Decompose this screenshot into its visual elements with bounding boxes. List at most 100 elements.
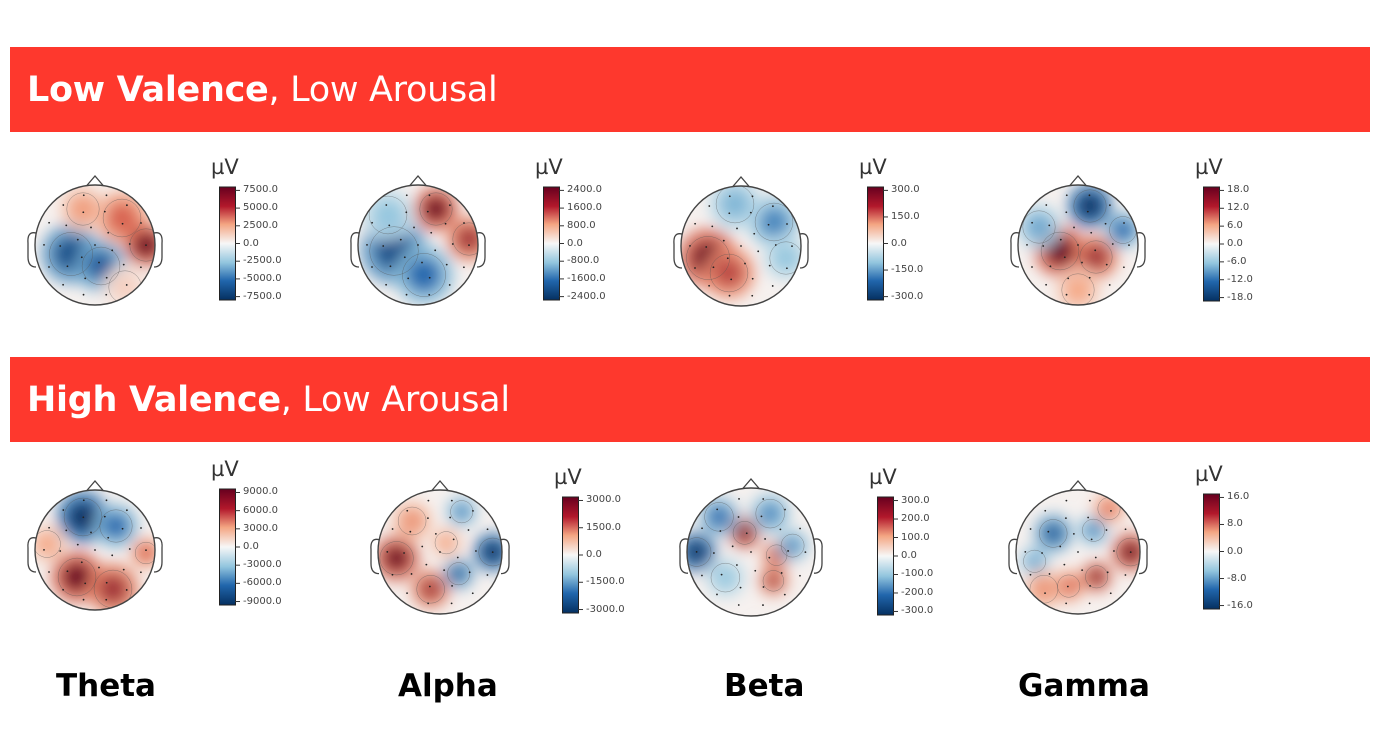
electrode-dot bbox=[1105, 263, 1108, 266]
electrode-dot bbox=[804, 551, 807, 554]
electrode-dot bbox=[1029, 528, 1032, 530]
activation-core bbox=[383, 545, 410, 572]
electrode-dot bbox=[427, 499, 430, 502]
colorbar-tick-label: -16.0 bbox=[1227, 599, 1253, 611]
electrode-dot bbox=[128, 243, 131, 245]
electrode-dot bbox=[475, 550, 477, 552]
activation-core bbox=[735, 523, 754, 542]
electrode-dot bbox=[760, 515, 763, 518]
electrode-dot bbox=[439, 551, 441, 553]
contour-line bbox=[478, 537, 502, 567]
contour-line bbox=[1079, 240, 1113, 274]
section-title-bold: High Valence bbox=[27, 379, 281, 420]
electrode-dot bbox=[65, 529, 68, 532]
electrode-dot bbox=[783, 593, 786, 596]
electrode-dot bbox=[1045, 204, 1048, 206]
right-ear bbox=[813, 538, 823, 574]
left-ear bbox=[1010, 232, 1020, 268]
band-label-gamma: Gamma bbox=[1018, 668, 1150, 704]
electrode-dot bbox=[140, 527, 142, 529]
activation-core bbox=[137, 544, 155, 562]
section-title-rest: , Low Arousal bbox=[280, 379, 510, 420]
electrode-dot bbox=[405, 211, 408, 214]
electrode-dot bbox=[449, 516, 452, 519]
section-title-bold: Low Valence bbox=[27, 69, 269, 110]
electrode-dot bbox=[121, 222, 124, 225]
contour-line bbox=[66, 192, 100, 226]
electrode-dot bbox=[771, 285, 774, 287]
colorbar-unit: µV bbox=[211, 457, 239, 481]
electrode-dot bbox=[139, 266, 142, 269]
contour-line bbox=[402, 253, 446, 297]
electrode-dot bbox=[1086, 210, 1089, 213]
electrode-dot bbox=[745, 532, 748, 535]
contour-line bbox=[1023, 549, 1047, 573]
contour-line bbox=[63, 497, 103, 537]
electrode-dot bbox=[731, 545, 734, 548]
right-ear bbox=[1136, 232, 1146, 268]
electrode-dot bbox=[1105, 529, 1108, 531]
electrode-dot bbox=[125, 204, 128, 207]
electrode-dot bbox=[728, 294, 731, 297]
electrode-dot bbox=[62, 204, 65, 206]
electrode-dot bbox=[107, 536, 110, 539]
electrode-dot bbox=[711, 225, 714, 228]
contour-line bbox=[704, 502, 734, 532]
electrode-dot bbox=[785, 267, 788, 270]
electrode-dot bbox=[428, 194, 431, 197]
colorbar-tick-label: -100.0 bbox=[901, 568, 934, 580]
band-label-alpha: Alpha bbox=[398, 668, 498, 704]
electrode-dot bbox=[1048, 224, 1051, 227]
colorbar-tick-label: -1600.0 bbox=[567, 272, 606, 284]
electrode-dot bbox=[468, 244, 470, 247]
electrode-dot bbox=[128, 548, 131, 550]
electrode-dot bbox=[1110, 509, 1112, 512]
electrode-dot bbox=[1029, 573, 1032, 576]
contour-line bbox=[1022, 210, 1056, 244]
electrode-dot bbox=[1042, 245, 1045, 247]
contour-line bbox=[755, 498, 785, 529]
electrode-dot bbox=[98, 261, 100, 264]
activation-core bbox=[107, 203, 137, 233]
electrode-dot bbox=[1063, 256, 1066, 259]
contour-line bbox=[49, 232, 93, 276]
electrode-dot bbox=[48, 221, 51, 224]
electrode-dot bbox=[736, 564, 738, 566]
electrode-dot bbox=[413, 226, 415, 229]
nose bbox=[731, 176, 751, 188]
electrode-dot bbox=[716, 593, 718, 596]
electrode-dot bbox=[451, 584, 453, 587]
contour-line bbox=[369, 226, 419, 276]
activation-core bbox=[1083, 244, 1109, 270]
contour-line bbox=[99, 509, 133, 543]
electrode-dot bbox=[450, 602, 453, 605]
activation-core bbox=[1026, 214, 1052, 240]
colorbar-tick-label: -6.0 bbox=[1227, 255, 1247, 267]
electrode-dot bbox=[456, 556, 459, 559]
contour-line bbox=[419, 192, 453, 226]
electrode-dot bbox=[43, 243, 45, 246]
electrode-dot bbox=[728, 195, 731, 198]
colorbar-tick-label: 0.0 bbox=[901, 550, 917, 561]
right-ear bbox=[500, 538, 510, 575]
electrode-dot bbox=[82, 293, 85, 296]
electrode-dot bbox=[730, 278, 733, 281]
activation-core bbox=[707, 505, 731, 528]
electrode-dot bbox=[434, 532, 437, 535]
electrode-dot bbox=[1088, 194, 1091, 197]
electrode-dot bbox=[726, 257, 729, 260]
activation-core bbox=[1112, 219, 1134, 241]
electrode-dot bbox=[90, 531, 92, 534]
electrode-dot bbox=[427, 517, 429, 520]
contour-line bbox=[732, 521, 757, 545]
electrode-dot bbox=[1065, 517, 1067, 520]
electrode-dot bbox=[82, 598, 85, 601]
colorbar-unit: µV bbox=[535, 155, 563, 179]
electrode-dot bbox=[1108, 204, 1111, 207]
electrode-dot bbox=[391, 528, 394, 530]
electrode-dot bbox=[1045, 283, 1048, 286]
electrode-dot bbox=[62, 283, 65, 286]
contour-line bbox=[397, 506, 427, 536]
contour-line bbox=[765, 544, 788, 566]
colorbar-tick-label: 300.0 bbox=[891, 184, 920, 196]
